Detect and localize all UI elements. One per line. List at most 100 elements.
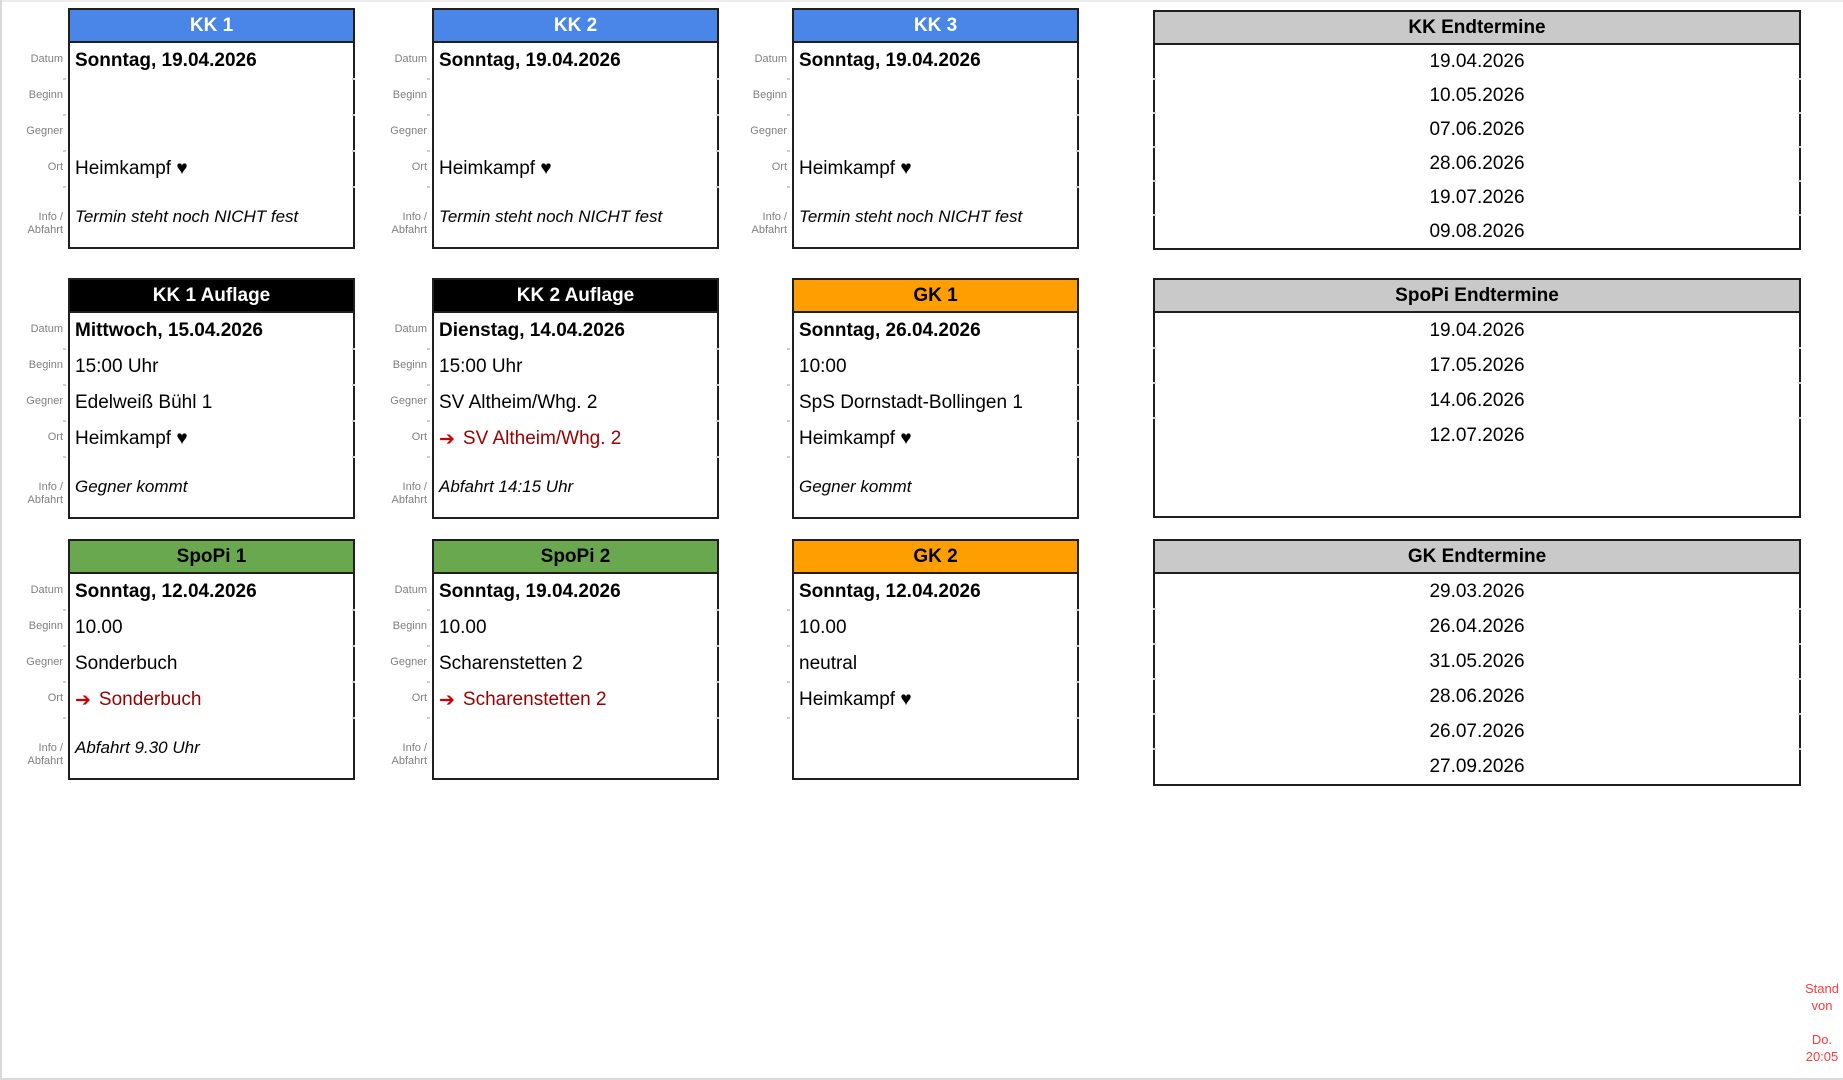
datum-value: Sonntag, 19.04.2026: [63, 43, 355, 80]
datum-value: Sonntag, 19.04.2026: [787, 43, 1079, 80]
stand-note-line: 20:05: [1805, 1049, 1839, 1064]
match-card-kk2: Datum Beginn Gegner Ort Info / Abfahrt KK…: [390, 8, 719, 249]
card: SpoPi 2 Sonntag, 19.04.2026 10.00 Schare…: [427, 539, 719, 780]
beginn-value: [787, 79, 1079, 116]
row-labels: Datum Beginn Gegner Ort Info / Abfahrt: [355, 41, 427, 245]
beginn-value: 15:00 Uhr: [427, 349, 719, 386]
row-label-gegner: Gegner: [390, 656, 427, 668]
row-label-gegner: Gegner: [26, 656, 63, 668]
info-abfahrt-value: [794, 718, 1077, 778]
card-title: KK 2: [434, 10, 717, 43]
endtermin-date: 31.05.2026: [1153, 644, 1801, 680]
row-label-datum: Datum: [30, 53, 63, 65]
kk-endtermine-dates: 19.04.2026 10.05.2026 07.06.2026 28.06.2…: [1153, 45, 1801, 249]
match-card-kk1-auflage: Datum Beginn Gegner Ort Info / Abfahrt KK…: [26, 278, 355, 519]
endtermin-date: 27.09.2026: [1429, 755, 1525, 777]
row-label-gegner: Gegner: [390, 125, 427, 137]
row-label-gegner: Gegner: [26, 125, 63, 137]
row-labels: Datum Beginn Gegner Ort Info / Abfahrt: [0, 311, 63, 515]
beginn-value: [427, 79, 719, 116]
row-label-gegner: Gegner: [750, 125, 787, 137]
info-abfahrt-value: Termin steht noch NICHT fest: [799, 207, 1023, 226]
row-label-beginn: Beginn: [752, 89, 787, 101]
ort-value: Heimkampf ♥: [63, 151, 355, 188]
endtermin-date: 19.04.2026: [1153, 45, 1801, 80]
gegner-value: neutral: [787, 646, 1079, 683]
row-label-datum: Datum: [30, 584, 63, 596]
row-labels: Datum Beginn Gegner Ort Info / Abfahrt: [0, 572, 63, 776]
row-labels: Datum Beginn Gegner Ort Info / Abfahrt: [355, 311, 427, 515]
card-title: SpoPi 1: [70, 541, 353, 574]
gegner-value: [63, 115, 355, 152]
gegner-value: SpS Dornstadt-Bollingen 1: [787, 385, 1079, 422]
endtermin-date: 17.05.2026: [1153, 348, 1801, 384]
card-title: KK 3: [794, 10, 1077, 43]
gegner-value: Edelweiß Bühl 1: [63, 385, 355, 422]
row-label-beginn: Beginn: [392, 620, 427, 632]
match-card-kk2-auflage: Datum Beginn Gegner Ort Info / Abfahrt KK…: [390, 278, 719, 519]
row-label-datum: Datum: [30, 323, 63, 335]
row-label-datum: Datum: [394, 53, 427, 65]
gk-endtermine-title: GK Endtermine: [1155, 541, 1799, 574]
away-arrow-icon: ➔: [75, 689, 91, 711]
card: KK 2 Sonntag, 19.04.2026 Heimkampf ♥ Ter…: [427, 8, 719, 249]
beginn-value: 10.00: [427, 610, 719, 647]
beginn-value: [63, 79, 355, 116]
row-label-info-abfahrt: Info / Abfahrt: [751, 210, 787, 236]
card: GK 1 Sonntag, 26.04.2026 10:00 SpS Dorns…: [787, 278, 1079, 519]
ort-value: ➔ SV Altheim/Whg. 2: [427, 421, 719, 458]
datum-value: Sonntag, 19.04.2026: [427, 574, 719, 611]
row-label-ort: Ort: [771, 161, 787, 173]
row-label-beginn: Beginn: [28, 89, 63, 101]
card: KK 2 Auflage Dienstag, 14.04.2026 15:00 …: [427, 278, 719, 519]
card-title: KK 2 Auflage: [434, 280, 717, 313]
row-labels: Datum Beginn Gegner Ort Info / Abfahrt: [715, 41, 787, 245]
window-edge-left: [0, 0, 2, 1080]
info-abfahrt-value: Termin steht noch NICHT fest: [439, 207, 663, 226]
row-label-ort: Ort: [411, 692, 427, 704]
gk-endtermine-table: GK Endtermine 29.03.2026 26.04.2026 31.0…: [1153, 539, 1801, 786]
gegner-value: [787, 115, 1079, 152]
beginn-value: 10.00: [787, 610, 1079, 647]
card: KK 3 Sonntag, 19.04.2026 Heimkampf ♥ Ter…: [787, 8, 1079, 249]
endtermin-date: 26.04.2026: [1153, 609, 1801, 645]
row-label-datum: Datum: [394, 323, 427, 335]
spopi-endtermine-title: SpoPi Endtermine: [1155, 280, 1799, 313]
ort-value: Heimkampf ♥: [787, 421, 1079, 458]
ort-value: Heimkampf ♥: [427, 151, 719, 188]
stand-note-line: Stand: [1805, 981, 1839, 996]
window-edge-bottom: [0, 1078, 1843, 1080]
endtermin-date: 09.08.2026: [1429, 221, 1525, 242]
card-title: SpoPi 2: [434, 541, 717, 574]
info-abfahrt-value: [434, 718, 717, 778]
datum-value: Sonntag, 12.04.2026: [787, 574, 1079, 611]
row-label-ort: Ort: [411, 161, 427, 173]
info-abfahrt-value: Abfahrt 14:15 Uhr: [439, 477, 574, 496]
row-label-info-abfahrt: Info / Abfahrt: [27, 741, 63, 767]
ort-value: Heimkampf ♥: [787, 151, 1079, 188]
gegner-value: [427, 115, 719, 152]
card: SpoPi 1 Sonntag, 12.04.2026 10.00 Sonder…: [63, 539, 355, 780]
kk-endtermine-table: KK Endtermine 19.04.2026 10.05.2026 07.0…: [1153, 10, 1801, 250]
datum-value: Dienstag, 14.04.2026: [427, 313, 719, 350]
endtermin-date: 10.05.2026: [1153, 79, 1801, 114]
kk-endtermine-title: KK Endtermine: [1155, 12, 1799, 45]
stand-note-line: [1801, 1014, 1843, 1031]
endtermin-date: 07.06.2026: [1153, 113, 1801, 148]
card-title: GK 2: [794, 541, 1077, 574]
datum-value: Sonntag, 19.04.2026: [427, 43, 719, 80]
row-label-gegner: Gegner: [390, 395, 427, 407]
row-label-info-abfahrt: Info / Abfahrt: [27, 210, 63, 236]
spopi-endtermine-table: SpoPi Endtermine 19.04.2026 17.05.2026 1…: [1153, 278, 1801, 518]
endtermin-date: 12.07.2026: [1429, 424, 1525, 446]
row-label-info-abfahrt: Info / Abfahrt: [391, 210, 427, 236]
endtermin-date: 26.07.2026: [1153, 714, 1801, 750]
beginn-value: 10.00: [63, 610, 355, 647]
card: GK 2 Sonntag, 12.04.2026 10.00 neutral H…: [787, 539, 1079, 780]
beginn-value: 15:00 Uhr: [63, 349, 355, 386]
match-card-spopi1: Datum Beginn Gegner Ort Info / Abfahrt Sp…: [26, 539, 355, 780]
ort-value: ➔ Sonderbuch: [63, 682, 355, 719]
match-card-kk3: Datum Beginn Gegner Ort Info / Abfahrt KK…: [750, 8, 1079, 249]
datum-value: Sonntag, 26.04.2026: [787, 313, 1079, 350]
